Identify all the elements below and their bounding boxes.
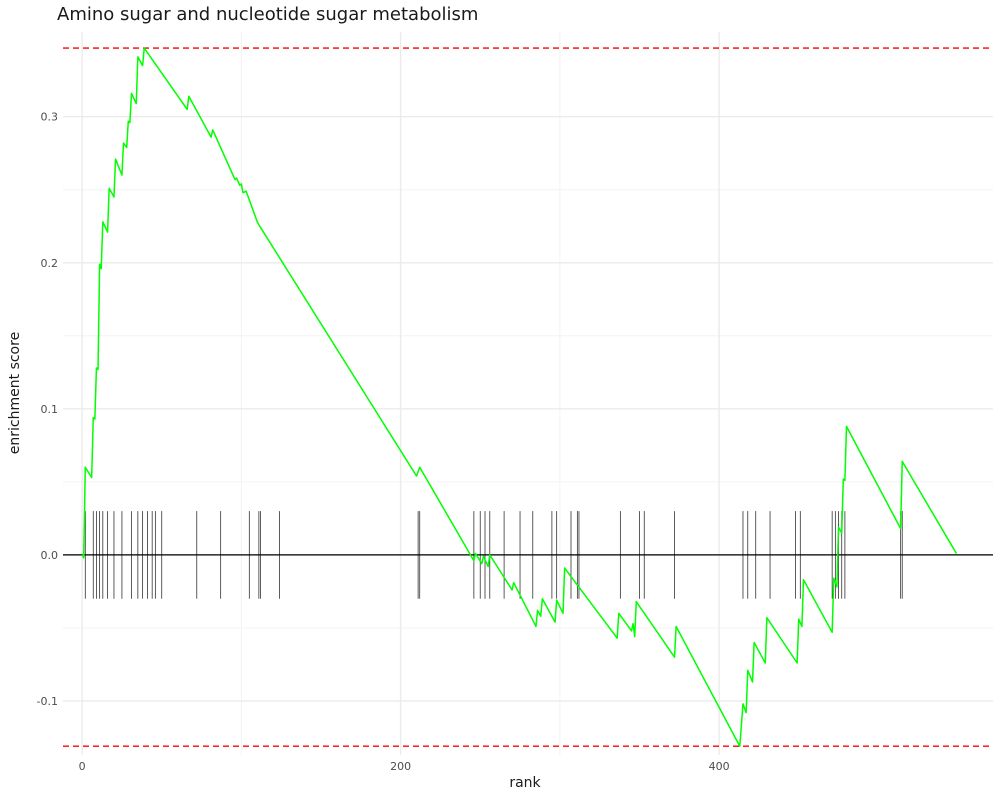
y-axis-label: enrichment score	[7, 331, 23, 455]
y-tick-label: 0.2	[41, 257, 59, 270]
y-tick-label: 0.0	[41, 549, 59, 562]
chart-title: Amino sugar and nucleotide sugar metabol…	[57, 4, 479, 25]
x-tick-label: 0	[79, 760, 86, 773]
y-tick-label: 0.1	[41, 403, 59, 416]
y-tick-label: 0.3	[41, 111, 59, 124]
enrichment-curve	[81, 47, 958, 747]
x-tick-label: 200	[390, 760, 411, 773]
x-axis-label: rank	[509, 775, 541, 791]
x-tick-label: 400	[709, 760, 730, 773]
y-tick-label: -0.1	[37, 695, 58, 708]
